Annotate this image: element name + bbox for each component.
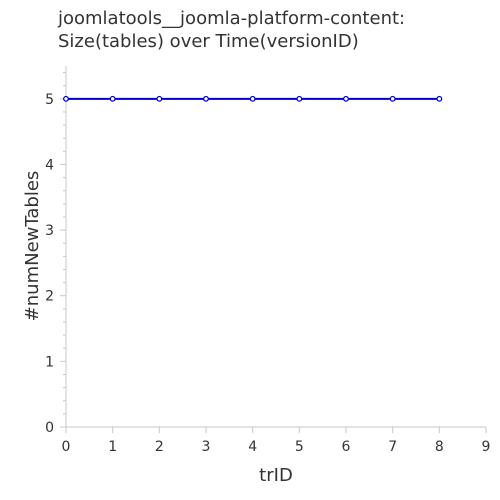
data-point	[250, 97, 255, 102]
x-tick-label: 0	[62, 439, 71, 455]
series-layer	[64, 97, 442, 102]
y-tick-label: 4	[45, 157, 54, 173]
data-point	[64, 97, 69, 102]
x-tick-label: 2	[155, 439, 164, 455]
x-axis-label: trID	[259, 465, 293, 486]
data-point	[157, 97, 162, 102]
data-point	[390, 97, 395, 102]
y-tick-label: 1	[45, 354, 54, 370]
x-tick-label: 3	[202, 439, 211, 455]
x-tick-label: 5	[295, 439, 304, 455]
x-tick-label: 9	[482, 439, 491, 455]
x-tick-label: 1	[108, 439, 117, 455]
data-point	[344, 97, 349, 102]
data-point	[437, 97, 442, 102]
x-tick-label: 4	[248, 439, 257, 455]
data-point	[297, 97, 302, 102]
y-tick-label: 0	[45, 420, 54, 436]
data-point	[110, 97, 115, 102]
x-tick-label: 6	[342, 439, 351, 455]
data-point	[204, 97, 209, 102]
axes: 0 1 2 3 4 5 6 7 8 9 0 1 2 3 4 5	[45, 66, 490, 455]
y-axis-label: #numNewTables	[22, 171, 43, 322]
y-tick-label: 3	[45, 223, 54, 239]
y-tick-label: 5	[45, 92, 54, 108]
y-tick-label: 2	[45, 289, 54, 305]
x-tick-label: 8	[435, 439, 444, 455]
x-tick-label: 7	[388, 439, 397, 455]
